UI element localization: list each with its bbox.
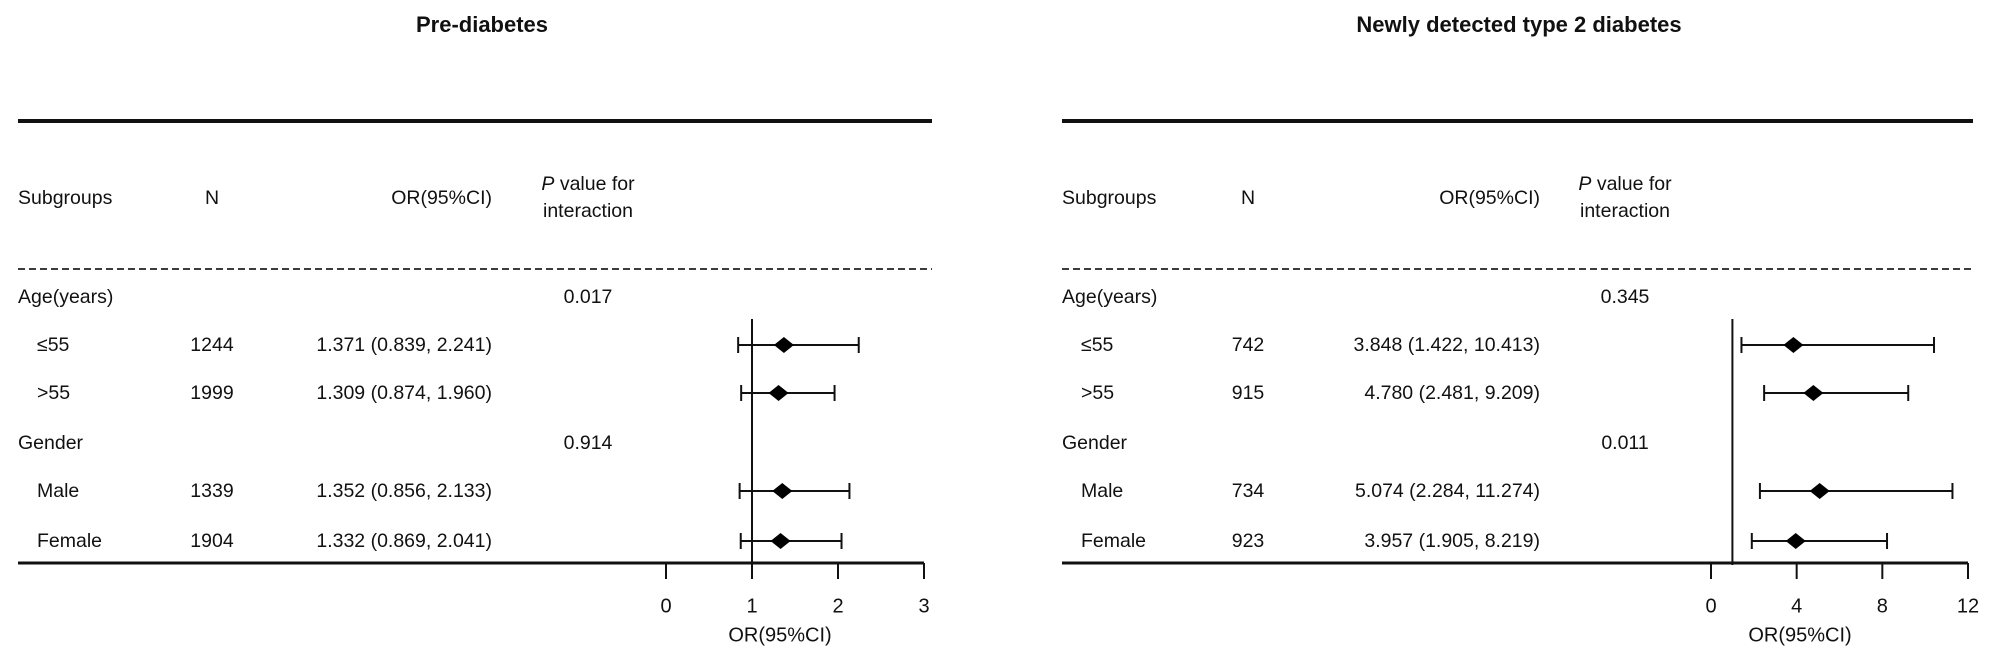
row-or-ci-text: 3.848 (1.422, 10.413) xyxy=(1353,333,1540,356)
row-group-label: Age(years) xyxy=(1062,285,1158,308)
diamond-marker xyxy=(1783,337,1804,353)
row-n-value: 1244 xyxy=(190,333,234,356)
axis-tick-label: 1 xyxy=(746,595,758,618)
row-or-ci-text: 5.074 (2.284, 11.274) xyxy=(1354,479,1540,502)
column-header-or: OR(95%CI) xyxy=(391,186,492,209)
column-header-subgroups: Subgroups xyxy=(18,186,113,209)
row-p-value: 0.017 xyxy=(563,285,613,308)
column-header-n: N xyxy=(204,186,220,209)
diamond-marker xyxy=(773,337,794,353)
row-subgroup-label: >55 xyxy=(37,381,71,404)
axis-tick-label: 0 xyxy=(1705,595,1717,618)
column-header-subgroups: Subgroups xyxy=(1062,186,1157,209)
axis-tick-label: 4 xyxy=(1791,595,1803,618)
row-or-ci-text: 3.957 (1.905, 8.219) xyxy=(1364,529,1540,552)
axis-tick-label: 0 xyxy=(660,595,672,618)
row-subgroup-label: Male xyxy=(37,479,80,502)
table-header-divider xyxy=(1062,268,1973,270)
diamond-marker xyxy=(772,483,793,499)
x-axis-label: OR(95%CI) xyxy=(1748,624,1852,647)
column-header-p-interaction: P value for interaction xyxy=(1578,173,1672,222)
row-p-value: 0.011 xyxy=(1601,431,1649,454)
diamond-marker xyxy=(1785,533,1806,549)
axis-tick-label: 8 xyxy=(1876,595,1888,618)
row-subgroup-label: ≤55 xyxy=(1081,333,1114,356)
row-n-value: 1999 xyxy=(190,381,234,404)
p-symbol: P xyxy=(1578,173,1592,196)
row-group-label: Gender xyxy=(18,431,84,454)
row-p-value: 0.345 xyxy=(1600,285,1650,308)
axis-tick-label: 12 xyxy=(1956,595,1980,618)
row-or-ci-text: 4.780 (2.481, 9.209) xyxy=(1364,381,1540,404)
column-header-n: N xyxy=(1240,186,1256,209)
table-header-divider xyxy=(18,268,932,270)
diamond-marker xyxy=(1803,385,1824,401)
row-subgroup-label: Male xyxy=(1081,479,1124,502)
table-top-rule xyxy=(1062,119,1973,123)
row-n-value: 915 xyxy=(1231,381,1265,404)
row-n-value: 923 xyxy=(1231,529,1265,552)
panel-title-right: Newly detected type 2 diabetes xyxy=(1356,12,1682,37)
row-or-ci-text: 1.371 (0.839, 2.241) xyxy=(316,333,492,356)
row-group-label: Gender xyxy=(1062,431,1128,454)
column-header-or: OR(95%CI) xyxy=(1439,186,1540,209)
row-n-value: 1339 xyxy=(190,479,234,502)
row-p-value: 0.914 xyxy=(563,431,613,454)
axis-tick-label: 2 xyxy=(832,595,844,618)
column-header-p-interaction: P value for interaction xyxy=(541,173,635,222)
row-subgroup-label: ≤55 xyxy=(37,333,70,356)
row-subgroup-label: Female xyxy=(1081,529,1147,552)
axis-tick-label: 3 xyxy=(918,595,930,618)
row-or-ci-text: 1.309 (0.874, 1.960) xyxy=(316,381,492,404)
row-n-value: 742 xyxy=(1231,333,1265,356)
row-group-label: Age(years) xyxy=(18,285,114,308)
row-n-value: 734 xyxy=(1231,479,1265,502)
diamond-marker xyxy=(768,385,789,401)
row-or-ci-text: 1.332 (0.869, 2.041) xyxy=(316,529,492,552)
p-symbol: P xyxy=(541,173,555,196)
row-subgroup-label: Female xyxy=(37,529,103,552)
row-n-value: 1904 xyxy=(190,529,234,552)
diamond-marker xyxy=(1809,483,1830,499)
row-subgroup-label: >55 xyxy=(1081,381,1115,404)
row-or-ci-text: 1.352 (0.856, 2.133) xyxy=(316,479,492,502)
table-top-rule xyxy=(18,119,932,123)
panel-title-left: Pre-diabetes xyxy=(415,12,549,37)
diamond-marker xyxy=(770,533,791,549)
x-axis-label: OR(95%CI) xyxy=(728,624,832,647)
